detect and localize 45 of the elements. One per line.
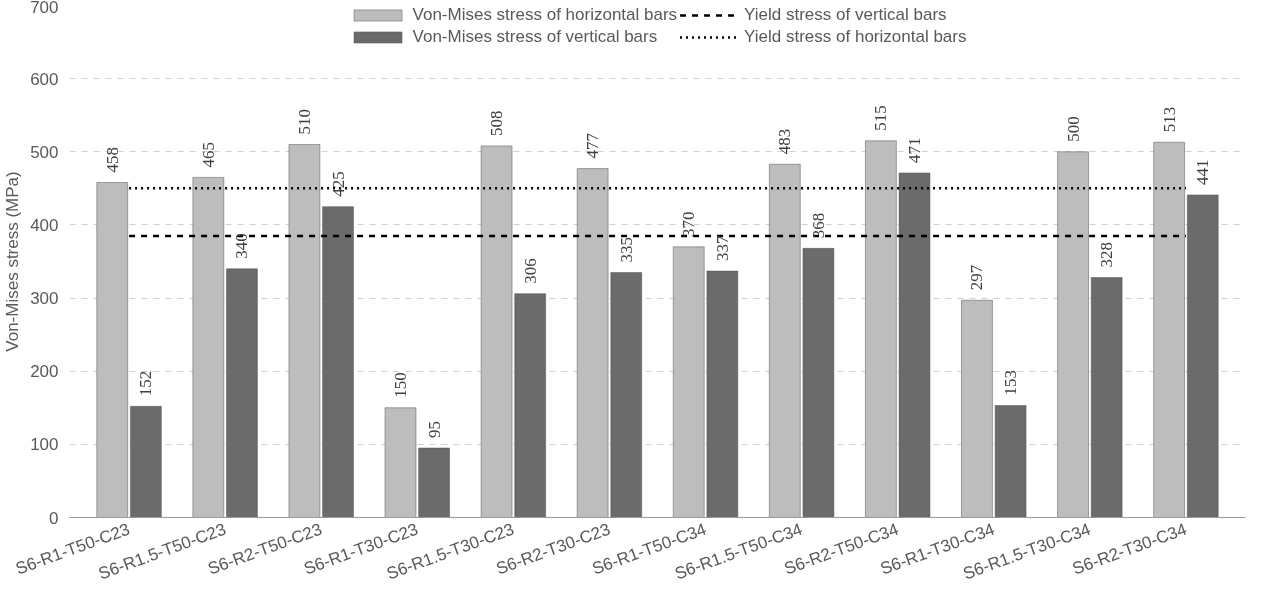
data-label: 95: [424, 421, 444, 439]
data-label: 153: [1001, 370, 1021, 396]
data-label: 500: [1063, 116, 1083, 142]
y-tick-label: 400: [30, 215, 59, 235]
bar: [1187, 194, 1219, 518]
bar: [226, 268, 258, 518]
y-tick-label: 700: [30, 0, 59, 17]
data-label: 152: [136, 370, 156, 397]
data-label: 441: [1193, 159, 1213, 185]
data-label: 368: [808, 212, 828, 239]
data-label: 508: [487, 110, 507, 136]
bar: [192, 177, 225, 518]
y-tick-label: 500: [30, 142, 59, 162]
data-label: 477: [583, 132, 603, 159]
data-label: 513: [1159, 106, 1179, 133]
data-label: 483: [775, 128, 795, 155]
data-label: 306: [520, 258, 540, 284]
legend-label: Von-Mises stress of horizontal bars: [412, 5, 678, 25]
y-tick-label: 200: [30, 362, 59, 382]
data-label: 465: [198, 141, 218, 168]
data-label: 425: [328, 171, 348, 197]
bar: [1057, 151, 1089, 518]
data-label: 150: [390, 372, 410, 398]
data-label: 297: [967, 264, 987, 291]
data-label: 370: [679, 211, 699, 237]
y-tick-label: 300: [30, 289, 59, 309]
legend-label: Von-Mises stress of vertical bars: [412, 27, 658, 47]
y-tick-label: 0: [49, 508, 59, 528]
y-axis-title: Von-Mises stress (MPa): [3, 171, 23, 352]
data-label: 471: [905, 137, 925, 163]
bar: [1153, 142, 1185, 518]
data-label: 335: [616, 236, 636, 263]
data-label: 340: [232, 233, 252, 259]
y-tick-label: 600: [30, 69, 59, 89]
bar: [130, 406, 162, 518]
data-label: 328: [1097, 242, 1117, 268]
data-label: 515: [871, 105, 891, 131]
y-tick-label: 100: [30, 435, 59, 455]
data-label: 458: [102, 147, 122, 173]
data-label: 510: [294, 108, 314, 135]
legend-label: Yield stress of vertical bars: [744, 5, 947, 25]
data-label: 337: [712, 235, 732, 262]
bar: [1090, 277, 1123, 518]
legend-label: Yield stress of horizontal bars: [744, 27, 967, 47]
bar: [96, 182, 128, 518]
